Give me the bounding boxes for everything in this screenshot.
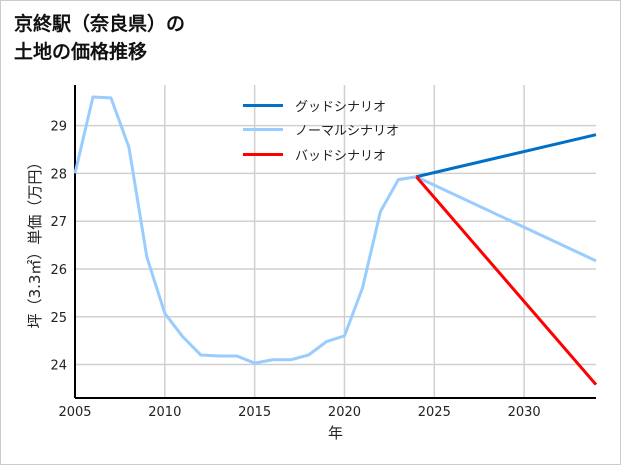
legend-item: バッドシナリオ — [243, 142, 399, 167]
series-line-bad — [415, 175, 598, 386]
legend-swatch — [243, 103, 283, 107]
legend-label: ノーマルシナリオ — [295, 124, 400, 140]
x-tick-label: 2020 — [328, 405, 361, 420]
series-line-normal — [73, 95, 597, 365]
legend-label: グッドシナリオ — [295, 99, 387, 115]
x-tick-label: 2025 — [418, 405, 451, 420]
chart-title: 京終駅（奈良県）の 土地の価格推移 — [14, 10, 185, 66]
x-tick-label: 2015 — [238, 405, 271, 420]
y-tick-label: 29 — [50, 120, 67, 135]
y-axis-label: 坪（3.3㎡）単価（万円） — [26, 155, 44, 329]
series-line-good — [416, 133, 597, 179]
y-tick-label: 24 — [50, 359, 67, 374]
y-tick-label: 27 — [50, 215, 67, 230]
x-tick-label: 2030 — [508, 405, 541, 420]
x-tick-label: 2010 — [148, 405, 181, 420]
y-tick-label: 25 — [50, 311, 67, 326]
title-line-2: 土地の価格推移 — [14, 41, 148, 63]
x-axis-label: 年 — [328, 424, 343, 442]
legend-label: バッドシナリオ — [295, 148, 387, 164]
x-tick-label: 2005 — [58, 405, 91, 420]
y-tick-label: 26 — [50, 263, 67, 278]
y-tick-label: 28 — [50, 167, 67, 182]
legend-swatch — [243, 128, 283, 132]
legend: グッドシナリオ ノーマルシナリオ バッドシナリオ — [243, 93, 399, 167]
legend-item: グッドシナリオ — [243, 93, 399, 118]
legend-item: ノーマルシナリオ — [243, 118, 399, 143]
legend-swatch — [243, 152, 283, 156]
title-line-1: 京終駅（奈良県）の — [14, 13, 186, 35]
